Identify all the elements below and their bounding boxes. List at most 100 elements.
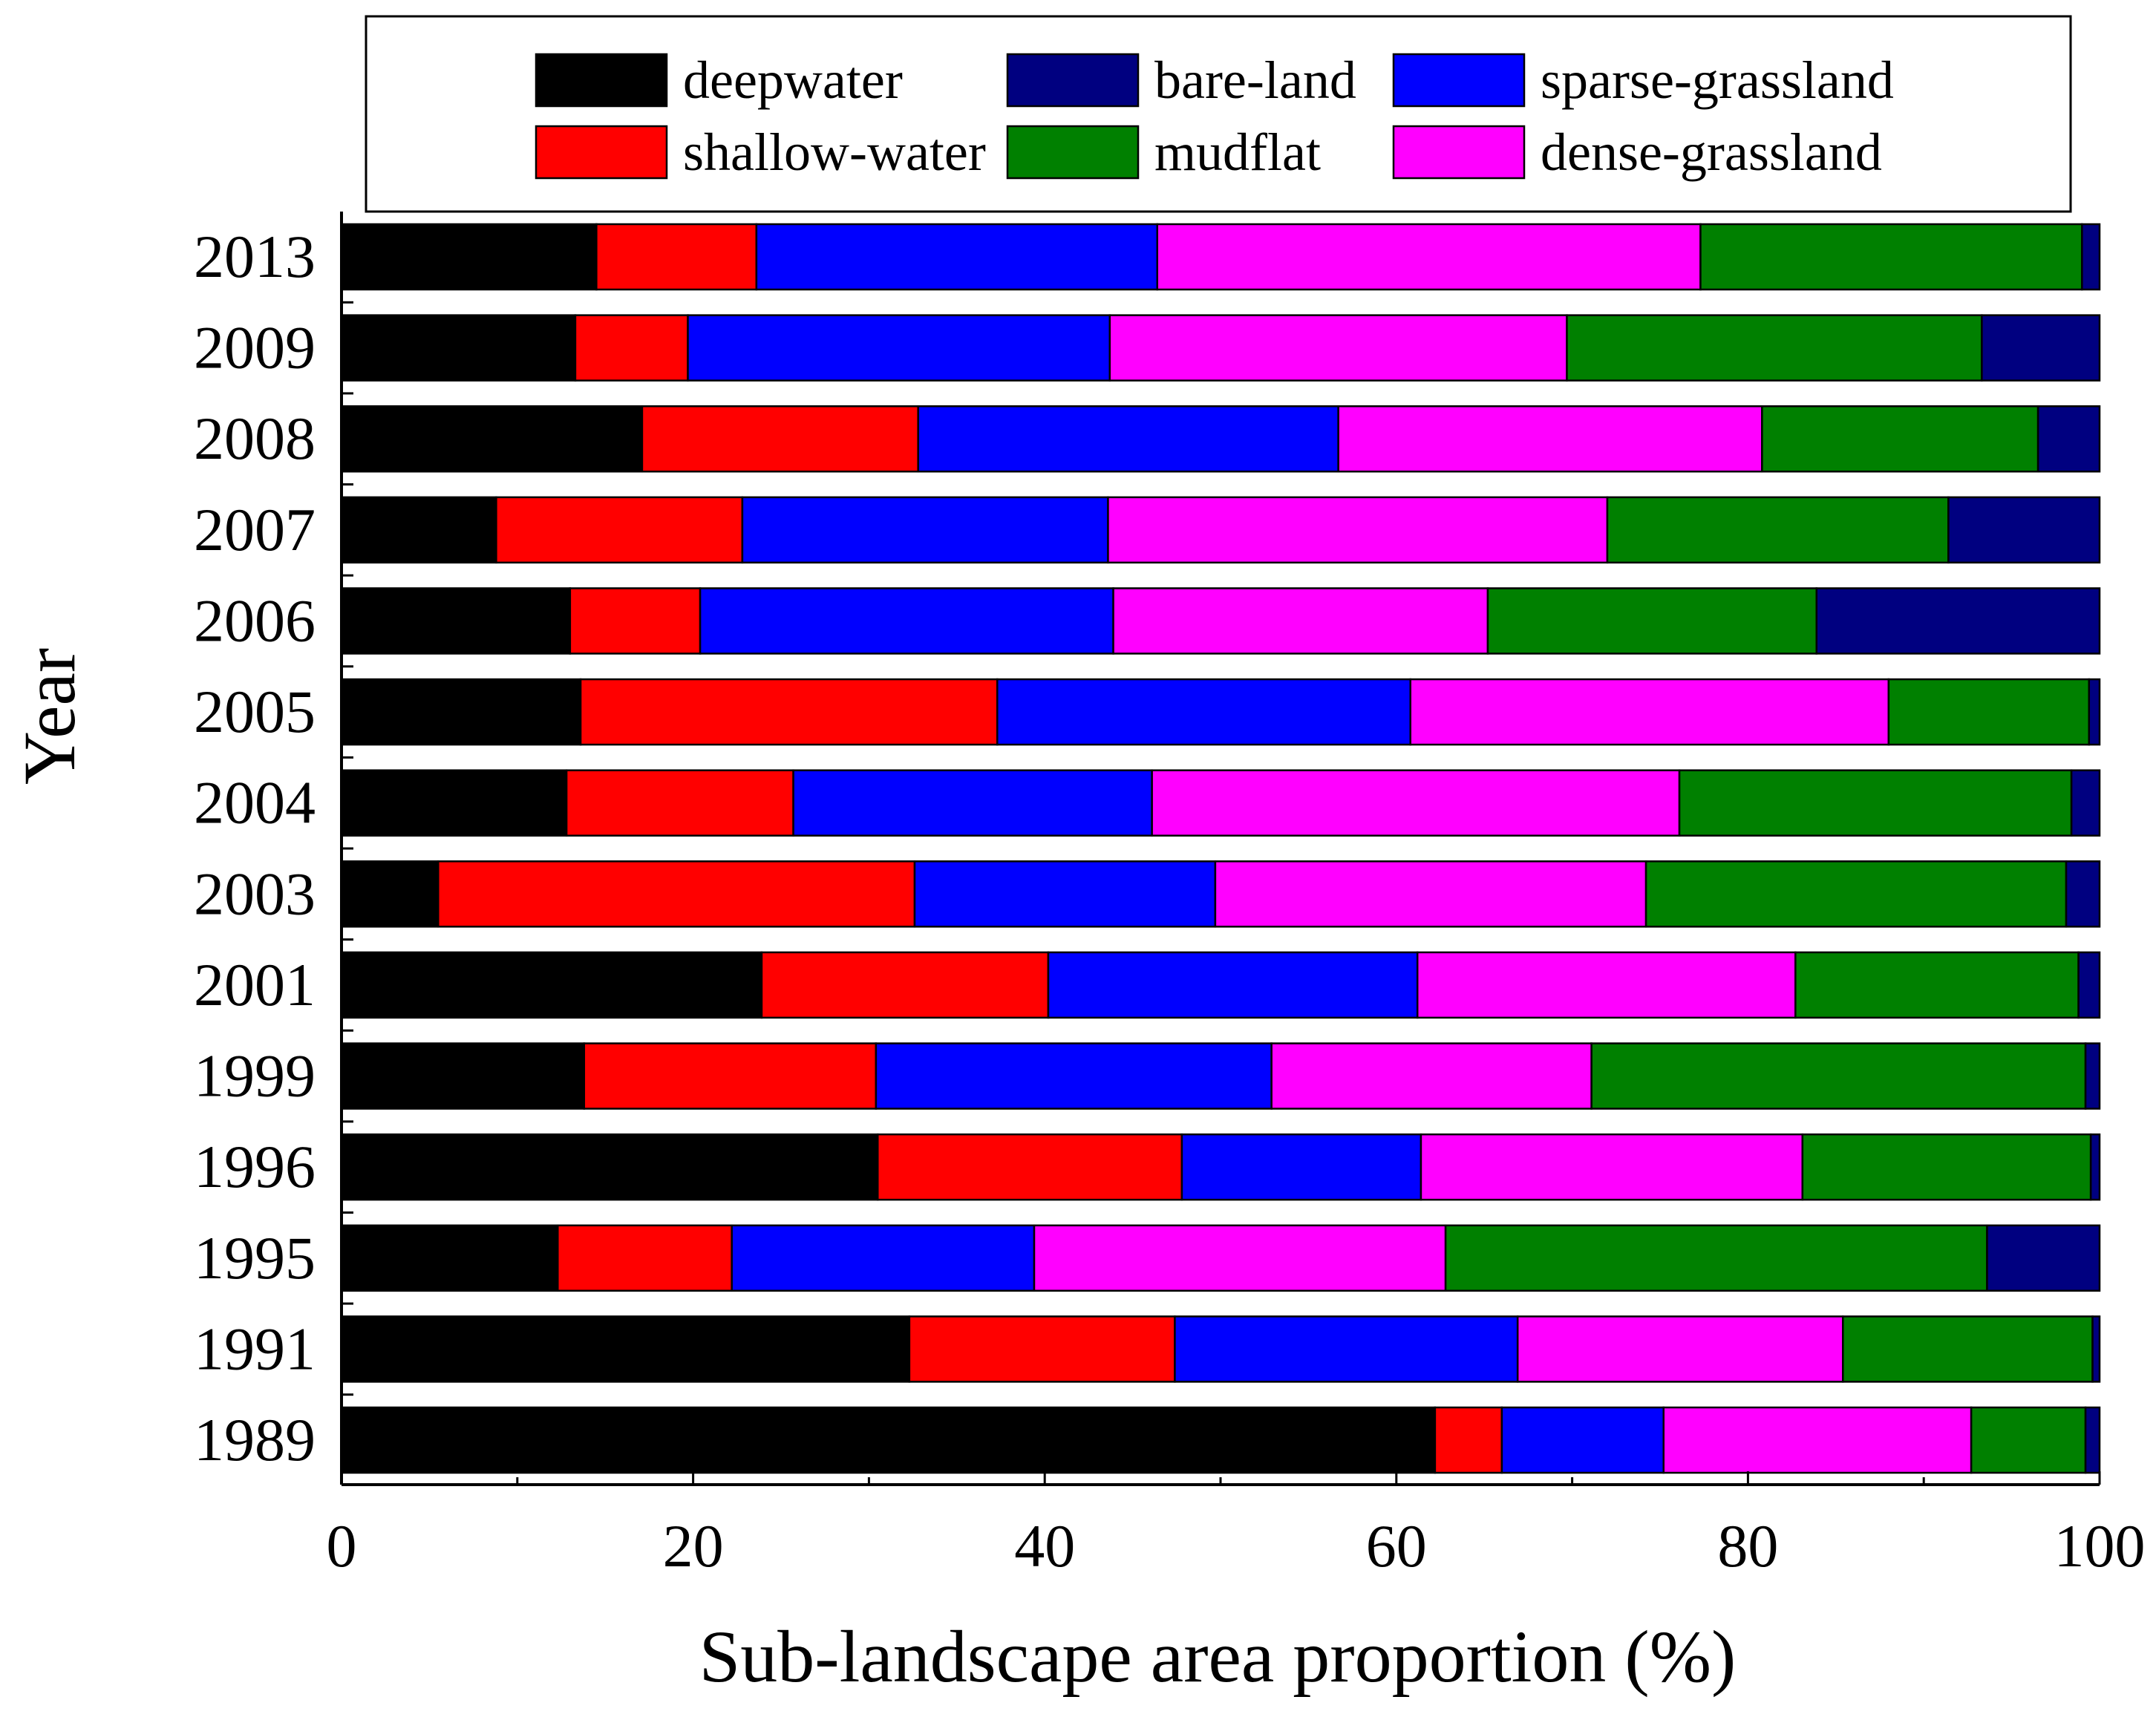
bar-segment-shallow-water-1991: [908, 1315, 1176, 1383]
y-tick-label-2013: 2013: [194, 223, 316, 290]
legend-label-bare-land: bare-land: [1154, 50, 1356, 110]
bar-segment-bare-land-1996: [2089, 1133, 2101, 1201]
bar-segment-sparse-grassland-1989: [1500, 1406, 1665, 1474]
bar-segment-deepwater-1991: [340, 1315, 911, 1383]
y-tick-label-2008: 2008: [194, 405, 316, 472]
bar-segment-mudflat-1996: [1801, 1133, 2092, 1201]
legend-label-deepwater: deepwater: [683, 50, 903, 110]
bar-segment-bare-land-1995: [1986, 1224, 2101, 1292]
bar-segment-deepwater-1989: [340, 1406, 1437, 1474]
bar-segment-bare-land-2008: [2036, 405, 2101, 473]
bar-segment-shallow-water-2005: [579, 678, 999, 746]
bar-segment-mudflat-2004: [1678, 769, 2073, 837]
legend-label-dense-grassland: dense-grassland: [1541, 122, 1882, 182]
bar-segment-shallow-water-2013: [595, 223, 758, 291]
bar-segment-mudflat-2006: [1486, 587, 1818, 655]
y-tick-label-2004: 2004: [194, 769, 316, 837]
bar-segment-deepwater-1995: [340, 1224, 559, 1292]
bar-segment-bare-land-1999: [2084, 1042, 2101, 1110]
bar-segment-sparse-grassland-2006: [699, 587, 1114, 655]
legend: deepwater bare-land sparse-grassland shallo…: [365, 15, 2072, 213]
bar-segment-mudflat-2001: [1794, 951, 2080, 1019]
bar-segment-sparse-grassland-2004: [792, 769, 1153, 837]
x-tick-label-40: 40: [1014, 1512, 1075, 1580]
bar-segment-bare-land-2006: [1815, 587, 2101, 655]
bar-segment-sparse-grassland-2007: [741, 496, 1109, 564]
bar-segment-shallow-water-1999: [583, 1042, 878, 1110]
bar-segment-mudflat-2013: [1699, 223, 2083, 291]
bar-segment-dense-grassland-1999: [1270, 1042, 1592, 1110]
bar-segment-dense-grassland-1989: [1662, 1406, 1973, 1474]
bar-segment-deepwater-2009: [340, 314, 577, 382]
bar-segment-shallow-water-2006: [569, 587, 702, 655]
bar-segment-bare-land-1989: [2084, 1406, 2101, 1474]
y-tick-label-1991: 1991: [194, 1315, 316, 1382]
bar-segment-deepwater-2004: [340, 769, 568, 837]
bar-segment-mudflat-2008: [1761, 405, 2039, 473]
bar-segment-deepwater-2003: [340, 860, 440, 928]
bar-segment-deepwater-1999: [340, 1042, 586, 1110]
bar-segment-shallow-water-1996: [876, 1133, 1183, 1201]
bar-segment-bare-land-2004: [2070, 769, 2101, 837]
bar-segment-shallow-water-1995: [557, 1224, 733, 1292]
bar-segment-mudflat-1995: [1444, 1224, 1988, 1292]
bar-segment-bare-land-1991: [2091, 1315, 2101, 1383]
bar-segment-bare-land-2005: [2088, 678, 2101, 746]
bar-segment-deepwater-2013: [340, 223, 598, 291]
x-tick-label-20: 20: [663, 1512, 724, 1580]
bar-segment-mudflat-2009: [1566, 314, 1983, 382]
bar-segment-dense-grassland-1996: [1420, 1133, 1804, 1201]
bar-segment-bare-land-2007: [1947, 496, 2101, 564]
bar-segment-dense-grassland-2001: [1416, 951, 1797, 1019]
bar-segment-dense-grassland-2009: [1108, 314, 1568, 382]
bar-segment-bare-land-2001: [2077, 951, 2101, 1019]
axes-group: [340, 212, 2101, 1486]
bar-segment-dense-grassland-2003: [1214, 860, 1647, 928]
y-tick-labels: 2013 2009 2008 2007 2006 2005 2004 2003 2001 1999…: [194, 223, 316, 1474]
x-tick-label-80: 80: [1717, 1512, 1778, 1580]
y-tick-label-2009: 2009: [194, 314, 316, 382]
bar-segment-deepwater-2001: [340, 951, 763, 1019]
legend-swatch-sparse-grassland: [1392, 53, 1526, 108]
bar-segment-mudflat-2007: [1606, 496, 1950, 564]
bar-segment-mudflat-1999: [1590, 1042, 2087, 1110]
bar-segment-shallow-water-1989: [1434, 1406, 1503, 1474]
bar-segment-mudflat-2003: [1644, 860, 2068, 928]
bar-segment-sparse-grassland-1991: [1174, 1315, 1519, 1383]
bar-segment-deepwater-2005: [340, 678, 582, 746]
bar-segment-shallow-water-2007: [495, 496, 744, 564]
bar-segment-dense-grassland-2008: [1337, 405, 1763, 473]
bar-segment-deepwater-2006: [340, 587, 572, 655]
bars-group: [340, 223, 2101, 1474]
y-tick-label-2005: 2005: [194, 678, 316, 745]
legend-swatch-dense-grassland: [1392, 125, 1526, 180]
legend-label-mudflat: mudflat: [1154, 122, 1321, 182]
bar-segment-dense-grassland-1991: [1516, 1315, 1844, 1383]
bar-segment-dense-grassland-2006: [1112, 587, 1489, 655]
bar-segment-shallow-water-2003: [437, 860, 916, 928]
bar-segment-deepwater-1996: [340, 1133, 879, 1201]
y-tick-label-2006: 2006: [194, 586, 316, 654]
bar-segment-deepwater-2008: [340, 405, 644, 473]
legend-swatch-bare-land: [1006, 53, 1140, 108]
legend-label-shallow-water: shallow-water: [683, 122, 986, 182]
bar-segment-bare-land-2009: [1981, 314, 2101, 382]
bar-segment-sparse-grassland-2005: [996, 678, 1411, 746]
y-tick-label-1995: 1995: [194, 1224, 316, 1292]
bar-segment-mudflat-1991: [1842, 1315, 2094, 1383]
x-axis-title: Sub-landscape area proportion (%): [699, 1615, 1737, 1698]
y-tick-label-1999: 1999: [194, 1042, 316, 1110]
bar-segment-deepwater-2007: [340, 496, 497, 564]
bar-segment-sparse-grassland-2003: [913, 860, 1217, 928]
legend-frame: [365, 15, 2072, 213]
x-tick-label-0: 0: [327, 1512, 357, 1580]
bar-segment-sparse-grassland-2001: [1047, 951, 1419, 1019]
bar-segment-dense-grassland-1995: [1033, 1224, 1447, 1292]
y-tick-label-1996: 1996: [194, 1133, 316, 1200]
y-tick-label-2007: 2007: [194, 496, 316, 563]
bar-segment-sparse-grassland-2009: [687, 314, 1111, 382]
bar-segment-shallow-water-2001: [760, 951, 1050, 1019]
legend-swatch-mudflat: [1006, 125, 1140, 180]
bar-segment-bare-land-2013: [2081, 223, 2101, 291]
